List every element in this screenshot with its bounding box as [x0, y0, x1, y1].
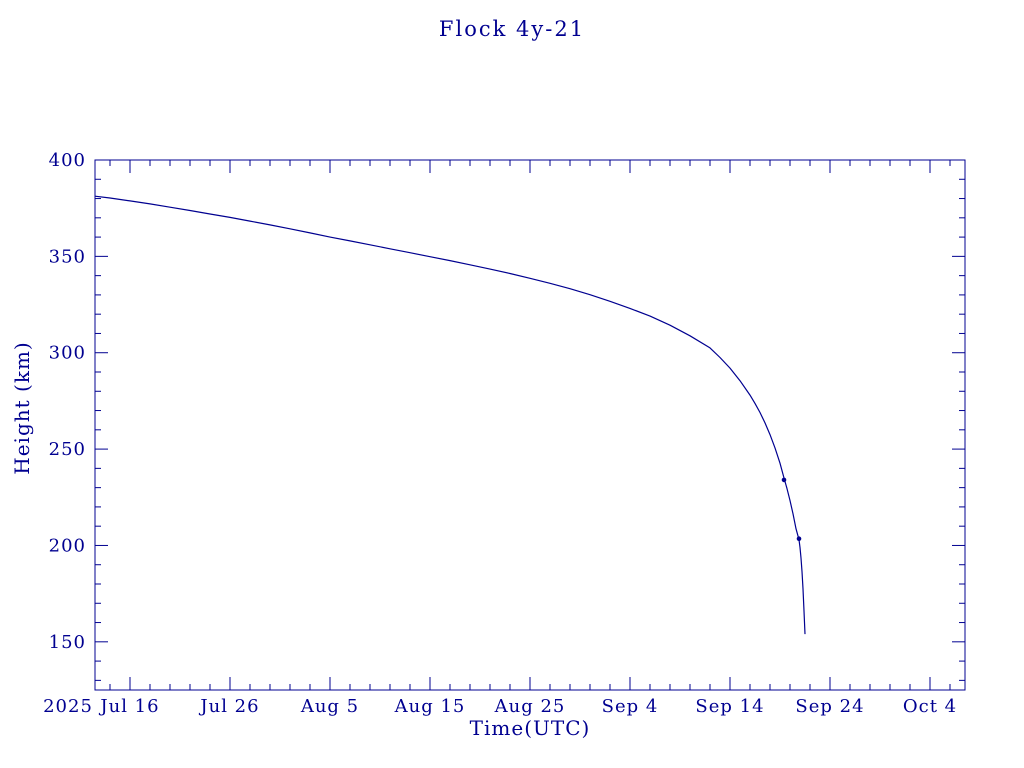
x-tick-label: Sep 14 — [695, 696, 764, 717]
x-tick-label: Sep 4 — [602, 696, 659, 717]
y-tick-label: 200 — [49, 535, 86, 556]
x-axis-label: Time(UTC) — [469, 716, 591, 740]
decay-curve — [94, 195, 806, 635]
data-marker — [781, 477, 787, 483]
y-tick-label: 150 — [49, 632, 86, 653]
x-tick-label: Sep 24 — [795, 696, 864, 717]
x-tick-label: Jul 16 — [98, 696, 159, 717]
chart-title: Flock 4y-21 — [438, 17, 586, 41]
y-tick-label: 350 — [49, 246, 86, 267]
year-label: 2025 — [43, 696, 93, 717]
x-tick-label: Aug 15 — [394, 696, 466, 717]
y-tick-label: 250 — [49, 439, 86, 460]
data-marker — [796, 536, 802, 541]
x-tick-label: Oct 4 — [903, 696, 957, 717]
y-tick-label: 300 — [49, 343, 86, 364]
y-tick-label: 400 — [49, 150, 86, 171]
x-tick-label: Jul 26 — [198, 696, 259, 717]
x-tick-label: Aug 5 — [300, 696, 359, 717]
x-tick-label: Aug 25 — [494, 696, 566, 717]
plot-border — [94, 159, 966, 691]
